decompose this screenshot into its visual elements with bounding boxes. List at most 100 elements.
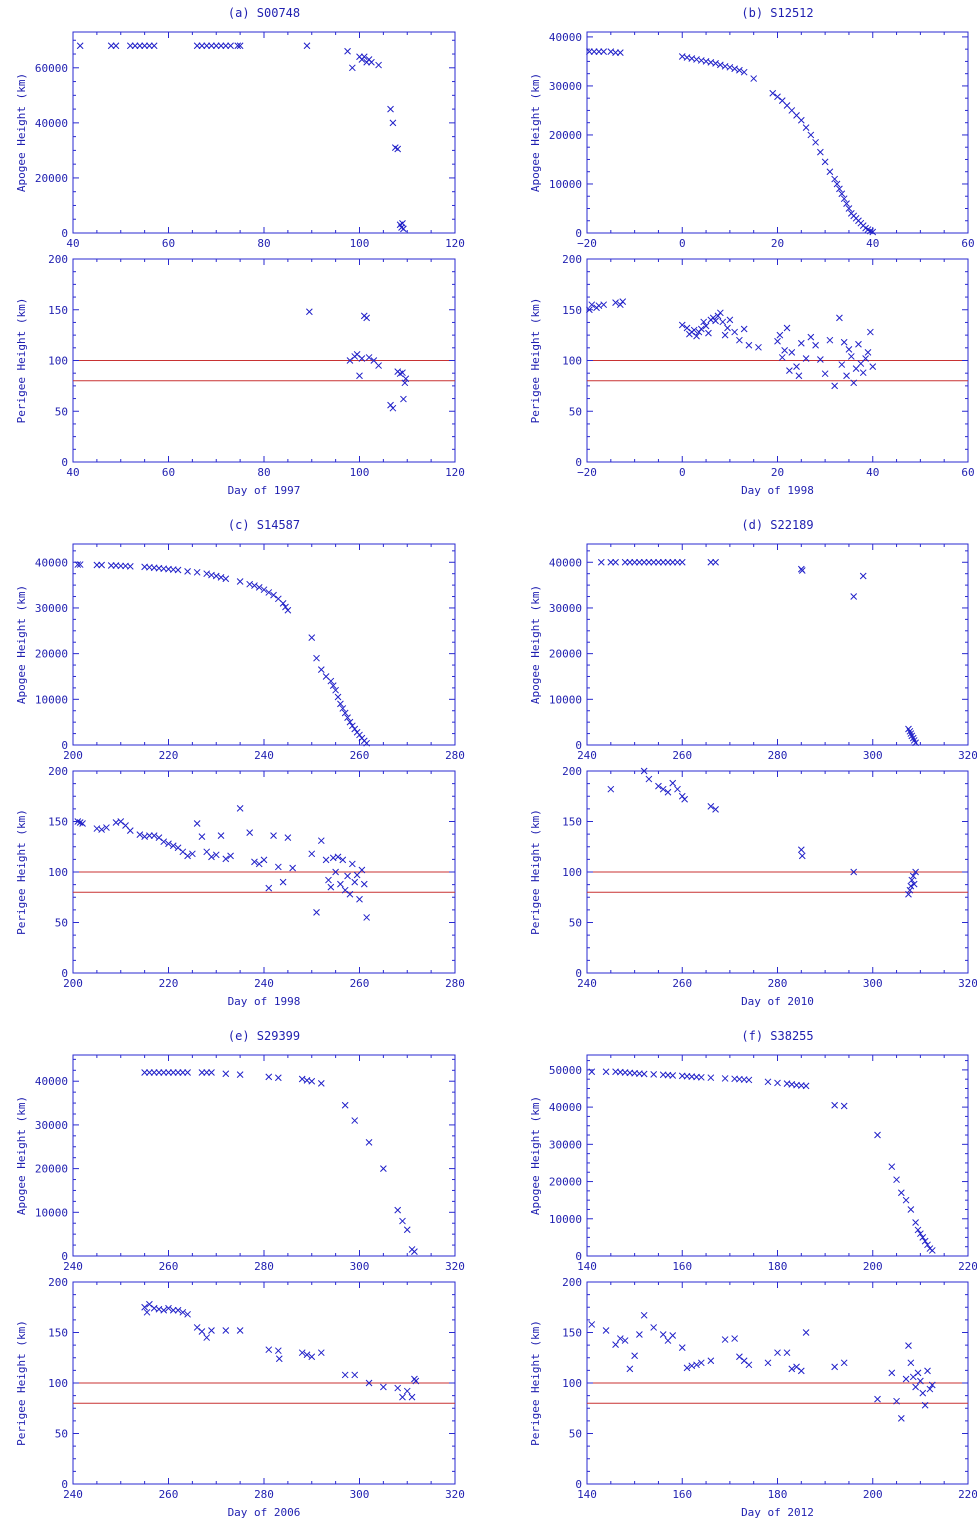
panel-c-apogee-x-tick-label: 200 [63, 749, 83, 762]
panel-b-apogee-data-point [590, 48, 598, 55]
panel-f-apogee-data-point [921, 1237, 929, 1245]
panel-a-apogee-x-tick-label: 80 [257, 237, 270, 250]
panel-f-perigee-data-point [893, 1397, 900, 1405]
panel-d-apogee-data-point [645, 558, 653, 566]
panel-a-apogee-data-point [131, 42, 139, 50]
panel-c-apogee-y-axis-label: Apogee Height (km) [15, 585, 28, 704]
panel-b-perigee-data-point [700, 318, 708, 326]
panel-e-apogee-data-point [308, 1077, 316, 1085]
panel-b-apogee-y-tick-label: 40000 [549, 31, 582, 44]
panel-d-apogee-data-point [906, 727, 914, 735]
panel-f-perigee-x-tick-label: 200 [863, 1488, 883, 1501]
panel-e-apogee-data-point [203, 1069, 211, 1076]
panel-c-perigee-data-point [227, 852, 234, 860]
panel-b-perigee-data-point [838, 361, 846, 368]
panel-c-apogee-data-point [174, 566, 182, 574]
panel-b-perigee-data-point [817, 356, 824, 363]
panel-c-perigee-data-point [339, 856, 347, 864]
panel-f-apogee-data-point [912, 1219, 919, 1226]
panel-f-perigee-data-point [802, 1329, 810, 1336]
panel-c-perigee-data-point [356, 895, 363, 903]
panel-d-apogee-x-tick-label: 300 [863, 749, 883, 762]
panel-a-apogee-y-tick-label: 40000 [35, 117, 68, 130]
panel-c-perigee-data-point [126, 827, 134, 834]
panel-b-apogee-data-point [740, 68, 748, 76]
panel-d-apogee-data-point [678, 558, 686, 566]
panel-d-apogee-y-axis-label: Apogee Height (km) [529, 585, 542, 704]
panel-d-perigee-data-point [910, 880, 918, 888]
panel-f-apogee-data-point [893, 1176, 900, 1184]
panel-e-perigee-data-point [394, 1384, 402, 1392]
panel-a-perigee-data-point [365, 354, 373, 361]
panel-b-perigee-data-point [721, 331, 729, 339]
panel-b-apogee-data-point [616, 49, 624, 56]
panel-c-apogee-data-point [337, 700, 344, 708]
panel-f-perigee-data-point [636, 1331, 643, 1338]
panel-d-perigee-data-point [907, 882, 915, 890]
panel-c-perigee-data-point [103, 824, 110, 831]
panel-e-perigee-data-point [399, 1393, 406, 1401]
panel-f-perigee-data-point [788, 1365, 796, 1373]
panel-c-apogee-x-tick-label: 260 [350, 749, 370, 762]
panel-b-apogee-y-tick-label: 30000 [549, 80, 582, 93]
panel-d-perigee-x-tick-label: 260 [672, 977, 692, 990]
panel-e-perigee-data-point [141, 1303, 148, 1311]
panel-e-apogee-data-point [365, 1139, 373, 1146]
panel-a-apogee-data-point [236, 42, 244, 50]
panel-f-perigee-data-point [731, 1335, 738, 1342]
panel-d-perigee-data-point [669, 779, 677, 787]
panel-b-perigee-x-tick-label: 0 [679, 466, 686, 479]
panel-a-apogee-data-point [394, 145, 402, 153]
panel-d-apogee-data-point [712, 558, 719, 566]
panel-c-apogee-data-point [107, 562, 115, 569]
panel-b-perigee-data-point [726, 316, 734, 324]
panel-c-perigee-data-point [348, 860, 356, 868]
panel-e-apogee-data-point [208, 1069, 215, 1076]
panel-a-perigee-data-point [396, 370, 404, 378]
panel-c-perigee-data-point [308, 850, 316, 858]
panel-c-apogee-data-point [203, 570, 211, 578]
panel-f-perigee-data-point [640, 1311, 648, 1319]
panel-e-perigee-data-point [274, 1347, 282, 1355]
panel-e-apogee-y-tick-label: 20000 [35, 1163, 68, 1176]
panel-c-perigee-data-point [351, 878, 359, 886]
panel-f-perigee-data-point [721, 1336, 729, 1343]
panel-b-perigee-data-point [826, 336, 834, 344]
panel-d-apogee-data-point [626, 558, 634, 566]
panel-d-apogee-y-tick-label: 10000 [549, 693, 582, 706]
panel-c-apogee-data-point [251, 582, 258, 589]
panel-b-perigee-data-point [840, 338, 848, 346]
panel-d-perigee-y-axis-label: Perigee Height (km) [529, 809, 542, 935]
panel-b-apogee-data-point [802, 124, 810, 131]
panel-b-apogee-y-tick-label: 10000 [549, 178, 582, 191]
panel-e-perigee-data-point [341, 1371, 349, 1379]
panel-a-apogee-data-point [112, 42, 120, 50]
panel-c-apogee-x-tick-label: 220 [159, 749, 179, 762]
panel-e-apogee-y-tick-label: 40000 [35, 1075, 68, 1088]
panel-f-perigee-data-point [740, 1357, 748, 1365]
panel-c-x-axis-label: Day of 1998 [228, 995, 301, 1008]
panel-f-perigee-data-point [707, 1357, 715, 1365]
panel-e-perigee-data-point [222, 1327, 230, 1334]
panel-f-apogee-data-point [831, 1101, 839, 1109]
panel-e-apogee-data-point [351, 1117, 359, 1124]
panel-f-apogee-data-point [669, 1072, 677, 1079]
panel-c-apogee-data-point [93, 561, 101, 569]
panel-c-perigee-data-point [174, 844, 182, 852]
panel-f-perigee-data-point [616, 1335, 624, 1342]
panel-f-perigee-data-point [736, 1353, 743, 1361]
panel-b-apogee-data-point [612, 49, 619, 56]
panel-f-perigee-data-point [693, 1361, 700, 1369]
panel-d-perigee-data-point [674, 785, 681, 793]
panel-f-title: (f) S38255 [741, 1029, 813, 1043]
panel-f-apogee-y-tick-label: 20000 [549, 1176, 582, 1189]
panel-b-apogee-data-point [845, 205, 853, 212]
panel-a-perigee-data-point [346, 357, 354, 364]
panel-b-perigee-data-point [731, 328, 738, 336]
panel-c-apogee-data-point [98, 561, 106, 569]
panel-f-apogee-y-tick-label: 30000 [549, 1138, 582, 1151]
panel-b-perigee-data-point [740, 325, 748, 333]
panel-b-apogee-data-point [831, 175, 839, 183]
